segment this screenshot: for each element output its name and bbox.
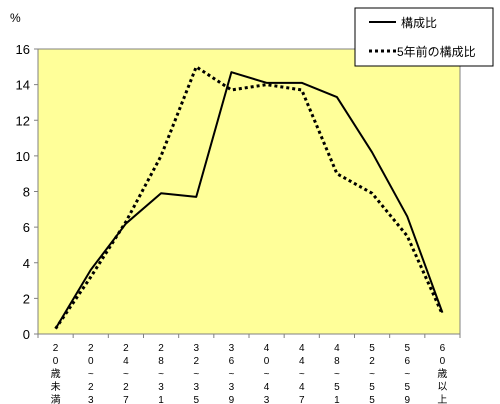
x-tick-label-char: 3 xyxy=(88,395,94,404)
legend-box xyxy=(354,7,494,67)
x-tick-label-char: 以 xyxy=(437,382,447,393)
y-axis: 0 2 4 6 8 10 12 14 16 xyxy=(16,42,38,342)
y-tick-label: 16 xyxy=(16,42,30,57)
x-tick-label-char: 3 xyxy=(193,343,199,354)
x-tick-label-char: 1 xyxy=(334,395,340,404)
y-tick-label: 6 xyxy=(23,220,30,235)
x-tick-label-char: 9 xyxy=(229,395,235,404)
x-tick-label-char: 2 xyxy=(53,343,59,354)
legend: 構成比 5年前の構成比 xyxy=(354,7,494,67)
x-tick-label-char: 7 xyxy=(123,395,129,404)
x-tick-label-char: 5 xyxy=(369,395,375,404)
x-tick-label-char: 9 xyxy=(404,395,410,404)
x-tick-label-char: 4 xyxy=(334,343,340,354)
x-tick-label-char: 4 xyxy=(264,382,270,393)
y-tick-label: 12 xyxy=(16,113,30,128)
x-tick-label-char: 2 xyxy=(88,343,94,354)
x-tick-label-char: 0 xyxy=(53,356,59,367)
x-tick-label-char: 未 xyxy=(51,381,61,393)
x-tick-label-char: ~ xyxy=(193,369,199,380)
x-tick-label-char: 3 xyxy=(264,395,270,404)
x-tick-label-char: 0 xyxy=(264,356,270,367)
x-tick-label-char: 6 xyxy=(404,356,410,367)
x-tick-label-char: 歳 xyxy=(437,368,447,380)
y-tick-label: 4 xyxy=(23,256,30,271)
x-tick-label-char: 6 xyxy=(440,343,446,354)
x-tick-label-char: 2 xyxy=(193,356,199,367)
x-tick-label-char: 6 xyxy=(229,356,235,367)
x-tick-label-char: 0 xyxy=(440,356,446,367)
x-tick-label-char: 2 xyxy=(158,343,164,354)
x-tick-label-char: 2 xyxy=(88,382,94,393)
y-tick-label: 2 xyxy=(23,291,30,306)
x-tick-label-char: 3 xyxy=(229,343,235,354)
x-tick-label-char: ~ xyxy=(334,369,340,380)
x-tick-label-char: 4 xyxy=(299,356,305,367)
x-tick-label-char: 4 xyxy=(299,382,305,393)
x-tick-label-char: 3 xyxy=(229,382,235,393)
x-tick-label-char: 4 xyxy=(123,356,129,367)
x-tick-label-char: ~ xyxy=(228,369,234,380)
x-tick-label-char: 5 xyxy=(369,382,375,393)
x-axis: 20歳未満20~2324~2728~3132~3536~3940~4344~47… xyxy=(37,334,461,404)
x-tick-label-char: 7 xyxy=(299,395,305,404)
x-tick-label-char: 2 xyxy=(369,356,375,367)
x-tick-label-char: 5 xyxy=(404,343,410,354)
x-tick-label-char: ~ xyxy=(299,369,305,380)
y-axis-unit-label: % xyxy=(10,11,21,25)
plot-area xyxy=(37,48,461,335)
x-tick-label-char: ~ xyxy=(88,369,94,380)
x-tick-label-char: 5 xyxy=(404,382,410,393)
x-tick-label-char: 8 xyxy=(158,356,164,367)
x-tick-label-char: 4 xyxy=(299,343,305,354)
x-tick-label-char: ~ xyxy=(158,369,164,380)
x-tick-label-char: ~ xyxy=(264,369,270,380)
x-tick-label-char: 4 xyxy=(264,343,270,354)
x-tick-label-char: ~ xyxy=(404,369,410,380)
x-tick-label-char: 3 xyxy=(193,382,199,393)
x-tick-label-char: 0 xyxy=(88,356,94,367)
x-tick-label-char: 歳 xyxy=(51,368,61,380)
series-layer xyxy=(54,65,444,330)
x-tick-label-char: 満 xyxy=(51,394,61,404)
x-tick-label-char: 2 xyxy=(123,343,129,354)
y-tick-label: 10 xyxy=(16,149,30,164)
x-tick-label-char: 5 xyxy=(369,343,375,354)
x-tick-label-char: 2 xyxy=(123,382,129,393)
x-tick-label-char: 8 xyxy=(334,356,340,367)
x-tick-label-char: 1 xyxy=(158,395,164,404)
x-tick-label-char: 5 xyxy=(193,395,199,404)
x-tick-label-char: ~ xyxy=(123,369,129,380)
legend-label-previous: 5年前の構成比 xyxy=(397,44,476,59)
x-tick-label-char: ~ xyxy=(369,369,375,380)
y-tick-label: 0 xyxy=(23,327,30,342)
y-tick-label: 8 xyxy=(23,185,30,200)
x-tick-label-char: 3 xyxy=(158,382,164,393)
y-tick-label: 14 xyxy=(16,78,30,93)
x-tick-label-char: 上 xyxy=(437,394,447,404)
legend-label-current: 構成比 xyxy=(401,16,437,30)
x-tick-label-char: 5 xyxy=(334,382,340,393)
